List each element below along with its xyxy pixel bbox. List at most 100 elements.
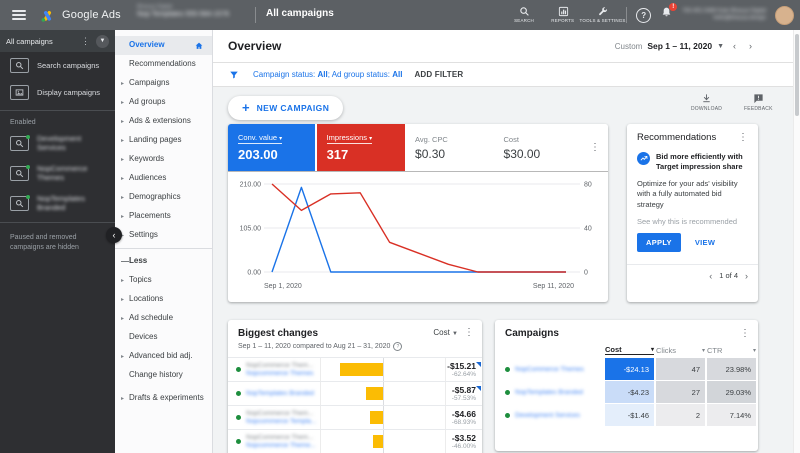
view-button[interactable]: VIEW: [694, 238, 716, 247]
recommendations-card: Recommendations ⋮ Bid more efficiently w…: [627, 124, 758, 302]
nav-item-advanced-bid-adj-[interactable]: ▸ Advanced bid adj.: [115, 347, 212, 366]
notifications-bell-icon[interactable]: !: [660, 3, 678, 24]
campaign-name[interactable]: NopCommerce Themes: [515, 365, 584, 373]
timeseries-chart[interactable]: 0.00 0 105.00 40 210.00 80 Sep 1, 2020 Sep 11, …: [228, 172, 608, 300]
add-filter-button[interactable]: ADD FILTER: [414, 70, 464, 79]
nav-item-overview[interactable]: Overview: [115, 36, 212, 55]
campaign-name[interactable]: NopCommerce Them... Nopcommerce Theme...: [246, 433, 316, 449]
pager-next-icon[interactable]: ›: [745, 270, 748, 281]
change-bar[interactable]: [366, 387, 383, 400]
nav-item-label: Drafts & experiments: [129, 392, 204, 402]
feedback-button[interactable]: FEEDBACK: [744, 93, 773, 112]
pager-prev-icon[interactable]: ‹: [709, 270, 713, 281]
nav-item-ad-schedule[interactable]: ▸ Ad schedule: [115, 309, 212, 328]
minus-icon: —: [121, 257, 129, 266]
google-ads-logo[interactable]: Google Ads: [40, 8, 121, 23]
account-selector[interactable]: Bhavya Digital Nop Templates 555-584-157…: [137, 4, 245, 20]
change-value: -$4.66 -68.93%: [451, 408, 476, 426]
next-period-icon[interactable]: ›: [749, 41, 752, 51]
enabled-section-label: Enabled: [10, 119, 36, 126]
campaigns-kebab-icon[interactable]: ⋮: [740, 327, 750, 339]
campaign-name[interactable]: NopTemplates Branded: [246, 389, 314, 397]
nav-item-demographics[interactable]: ▸ Demographics: [115, 188, 212, 207]
campaign-name[interactable]: NopCommerce Them... Nopcommerce Templa...: [246, 409, 317, 425]
enabled-status-dot: [26, 134, 30, 139]
expand-arrow-icon: ▸: [121, 157, 125, 163]
nav-item-settings[interactable]: ▸ Settings: [115, 226, 212, 245]
nav-item-topics[interactable]: ▸ Topics: [115, 271, 212, 290]
see-why-link[interactable]: See why this is recommended: [637, 216, 738, 226]
nav-item-ad-groups[interactable]: ▸ Ad groups: [115, 93, 212, 112]
date-range-picker[interactable]: Custom Sep 1 – 11, 2020 ▼ ‹ ›: [615, 30, 756, 62]
scrollbar-track[interactable]: [793, 30, 800, 453]
sidebar-campaign-item[interactable]: Development Services: [0, 128, 115, 158]
help-circle-icon[interactable]: ?: [393, 342, 403, 351]
apply-button[interactable]: APPLY: [637, 233, 681, 252]
enabled-status-dot: [505, 366, 510, 372]
metric-conv-value[interactable]: Conv. value ▾ 203.00: [228, 124, 315, 171]
sidebar-campaign-item[interactable]: NopCommerce Themes: [0, 158, 115, 188]
nav-item-drafts-experiments[interactable]: ▸ Drafts & experiments: [115, 385, 212, 411]
nav-item-campaigns[interactable]: ▸ Campaigns: [115, 74, 212, 93]
topbar-actions: SEARCH REPORTS TOOLS & SETTINGS ? ! 760-…: [509, 0, 794, 30]
nav-item-label: Less: [129, 256, 148, 266]
search-button[interactable]: SEARCH: [509, 6, 539, 24]
sidebar-item-display-campaigns[interactable]: Display campaigns: [0, 79, 115, 106]
sidebar-campaign-item[interactable]: NopTemplates Branded: [0, 188, 115, 218]
nav-item-devices[interactable]: Devices: [115, 328, 212, 347]
reports-button[interactable]: REPORTS: [548, 6, 578, 24]
nav-item-less[interactable]: — Less: [115, 252, 212, 271]
campaign-name[interactable]: Development Services: [515, 411, 581, 419]
recommendations-kebab-icon[interactable]: ⋮: [738, 131, 748, 143]
enabled-status-dot: [26, 164, 30, 169]
top-app-bar: Google Ads Bhavya Digital Nop Templates …: [0, 0, 800, 30]
metric-avg-cpc[interactable]: Avg. CPC $0.30: [405, 124, 493, 171]
new-campaign-button[interactable]: + NEW CAMPAIGN: [228, 96, 344, 120]
nav-item-recommendations[interactable]: Recommendations: [115, 55, 212, 74]
topbar-page-title: All campaigns: [266, 8, 334, 19]
nav-item-keywords[interactable]: ▸ Keywords: [115, 150, 212, 169]
recommendations-title: Recommendations: [637, 132, 717, 143]
nav-item-locations[interactable]: ▸ Locations: [115, 290, 212, 309]
change-bar[interactable]: [373, 435, 383, 448]
change-bar[interactable]: [340, 363, 383, 376]
svg-text:105.00: 105.00: [240, 226, 262, 233]
biggest-changes-kebab-icon[interactable]: ⋮: [464, 327, 474, 338]
nav-item-change-history[interactable]: Change history: [115, 366, 212, 385]
previous-period-icon[interactable]: ‹: [733, 41, 736, 51]
nav-item-label: Keywords: [129, 154, 165, 164]
overview-metrics-card: Conv. value ▾ 203.00 Impressions ▾ 317 Avg. …: [228, 124, 608, 302]
metric-cost[interactable]: Cost $30.00: [494, 124, 582, 171]
chart-kebab-icon[interactable]: ⋮: [590, 141, 600, 153]
collapse-panel-icon[interactable]: ▼: [96, 34, 109, 48]
help-icon[interactable]: ?: [636, 7, 652, 23]
nav-item-audiences[interactable]: ▸ Audiences: [115, 169, 212, 188]
column-header-ctr[interactable]: CTR ▾: [707, 345, 756, 355]
campaign-name[interactable]: NopCommerce Them... Nopcommerce Themes: [246, 361, 314, 377]
filter-segment: All: [392, 70, 403, 79]
sidebar-collapse-handle[interactable]: ‹: [106, 227, 122, 243]
tools-settings-button[interactable]: TOOLS & SETTINGS: [579, 6, 625, 24]
enabled-status-dot: [26, 194, 30, 199]
avatar[interactable]: [775, 5, 794, 25]
campaign-name[interactable]: NopTemplates Branded: [515, 388, 583, 396]
recommendation-body: Optimize for your ads' visibility with a…: [637, 179, 738, 209]
scrollbar-thumb[interactable]: [795, 34, 799, 116]
nav-item-placements[interactable]: ▸ Placements: [115, 207, 212, 226]
nav-item-ads-extensions[interactable]: ▸ Ads & extensions: [115, 112, 212, 131]
campaign-tree-kebab-icon[interactable]: ⋮: [81, 36, 90, 46]
active-filters[interactable]: Campaign status: All; Ad group status: A…: [253, 70, 402, 79]
menu-icon[interactable]: [12, 10, 26, 20]
nav-item-landing-pages[interactable]: ▸ Landing pages: [115, 131, 212, 150]
change-bar-zone: [320, 358, 446, 381]
metric-strip: Conv. value ▾ 203.00 Impressions ▾ 317 Avg. …: [228, 124, 608, 172]
nav-item-label: Locations: [129, 294, 164, 304]
sidebar-divider: [0, 222, 115, 223]
metric-impressions[interactable]: Impressions ▾ 317: [316, 124, 406, 171]
sidebar-item-search-campaigns[interactable]: Search campaigns: [0, 52, 115, 79]
download-button[interactable]: DOWNLOAD: [691, 93, 722, 112]
changes-metric-select[interactable]: Cost ▼: [433, 328, 458, 337]
column-header-clicks[interactable]: Clicks ▾: [656, 345, 705, 355]
change-bar[interactable]: [369, 411, 383, 424]
column-header-cost[interactable]: Cost ▾: [605, 345, 654, 355]
